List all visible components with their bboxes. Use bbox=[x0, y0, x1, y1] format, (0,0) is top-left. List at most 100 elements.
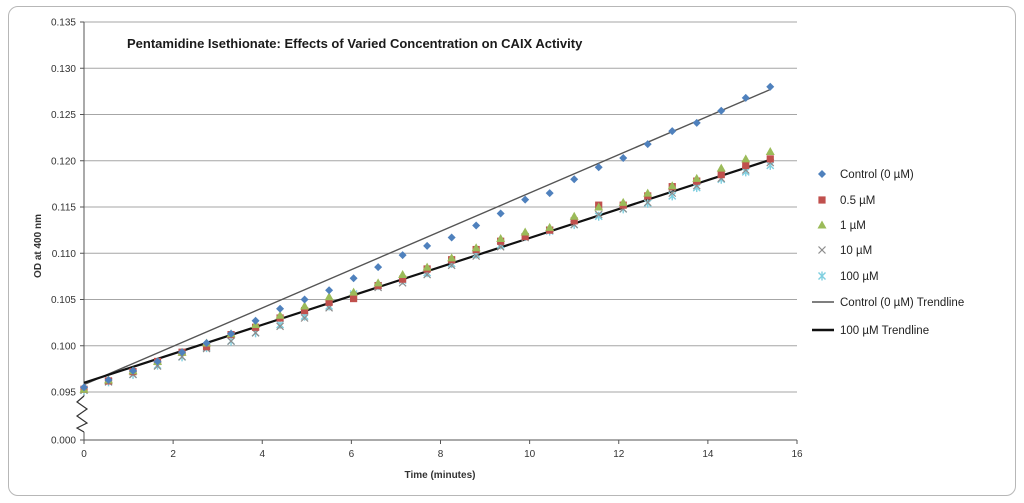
control-trendline bbox=[83, 88, 771, 386]
marker-stroke bbox=[227, 337, 235, 346]
y-tick-label: 0.125 bbox=[51, 110, 76, 121]
data-point-1 bbox=[472, 221, 481, 230]
data-point-1 bbox=[227, 329, 236, 338]
data-point-3 bbox=[349, 287, 359, 296]
data-point-1 bbox=[202, 338, 211, 347]
data-point-3 bbox=[569, 211, 579, 220]
data-point-1 bbox=[643, 140, 652, 149]
legend-label: 100 µM bbox=[840, 271, 879, 283]
data-point-4 bbox=[276, 322, 284, 331]
data-point-3 bbox=[667, 181, 677, 190]
data-point-4 bbox=[472, 252, 481, 260]
marker-stroke bbox=[276, 322, 284, 331]
data-point-3 bbox=[275, 310, 285, 319]
legend-label: 1 µM bbox=[840, 220, 866, 232]
y-tick-label: 0.120 bbox=[51, 156, 76, 167]
data-point-3 bbox=[471, 243, 481, 252]
axis-break-zigzag bbox=[75, 395, 89, 433]
data-point-4 bbox=[668, 189, 677, 198]
data-point-1 bbox=[594, 163, 603, 172]
data-point-1 bbox=[692, 118, 701, 127]
legend-marker-3 bbox=[817, 220, 827, 229]
y-tick-label: 0.000 bbox=[51, 436, 76, 447]
data-point-1 bbox=[276, 304, 285, 313]
data-point-3 bbox=[618, 197, 628, 206]
legend-label: Control (0 µM) Trendline bbox=[840, 297, 964, 309]
data-point-1 bbox=[717, 106, 726, 115]
data-point-4 bbox=[594, 210, 603, 219]
data-point-1 bbox=[178, 348, 187, 357]
data-point-1 bbox=[447, 233, 456, 242]
y-axis-label: OD at 400 nm bbox=[33, 214, 44, 278]
data-point-3 bbox=[692, 173, 702, 182]
data-point-1 bbox=[521, 195, 530, 204]
data-point-3 bbox=[300, 301, 310, 310]
x-tick-label: 8 bbox=[438, 449, 444, 460]
data-point-1 bbox=[80, 383, 88, 392]
legend-label: Control (0 µM) bbox=[840, 169, 914, 181]
data-point-2 bbox=[350, 294, 358, 303]
data-point-1 bbox=[251, 316, 260, 325]
marker-stroke bbox=[643, 198, 652, 207]
y-tick-label: 0.100 bbox=[51, 341, 76, 352]
y-tick-label: 0.135 bbox=[51, 18, 76, 29]
x-tick-label: 16 bbox=[791, 449, 803, 460]
data-point-5 bbox=[643, 198, 652, 208]
legend-label: 10 µM bbox=[840, 245, 872, 257]
data-point-1 bbox=[423, 241, 432, 250]
y-tick-label: 0.095 bbox=[51, 388, 76, 399]
data-point-5 bbox=[594, 211, 603, 221]
data-point-1 bbox=[545, 189, 554, 198]
x-tick-label: 10 bbox=[524, 449, 536, 460]
data-point-4 bbox=[300, 314, 309, 322]
data-point-4 bbox=[227, 337, 235, 346]
legend-marker-1 bbox=[818, 170, 826, 178]
data-point-2 bbox=[717, 171, 725, 179]
data-point-1 bbox=[496, 209, 505, 218]
data-point-1 bbox=[104, 375, 113, 384]
x-tick-label: 6 bbox=[349, 449, 355, 460]
data-point-4 bbox=[643, 198, 652, 207]
data-point-3 bbox=[447, 253, 457, 262]
data-point-1 bbox=[619, 153, 628, 162]
data-point-3 bbox=[716, 163, 726, 172]
data-point-3 bbox=[373, 278, 383, 287]
x-tick-label: 12 bbox=[613, 449, 625, 460]
x-tick-label: 4 bbox=[259, 449, 265, 460]
y-tick-label: 0.115 bbox=[52, 203, 77, 214]
data-point-1 bbox=[374, 263, 383, 272]
data-point-2 bbox=[521, 233, 529, 241]
data-point-1 bbox=[300, 295, 309, 304]
data-point-1 bbox=[570, 175, 579, 184]
data-point-3 bbox=[324, 292, 334, 301]
marker-stroke bbox=[818, 246, 826, 254]
legend-label: 100 µM Trendline bbox=[840, 325, 929, 337]
data-point-3 bbox=[398, 270, 408, 279]
data-point-3 bbox=[422, 262, 432, 271]
marker-stroke bbox=[300, 314, 309, 322]
x-axis-label: Time (minutes) bbox=[405, 470, 476, 481]
data-point-2 bbox=[325, 298, 333, 306]
data-point-2 bbox=[766, 155, 774, 163]
legend-marker-4 bbox=[818, 246, 826, 254]
data-point-2 bbox=[300, 307, 309, 315]
data-point-2 bbox=[742, 161, 750, 169]
data-point-3 bbox=[765, 147, 775, 155]
x-tick-label: 0 bbox=[81, 449, 87, 460]
legend-label: 0.5 µM bbox=[840, 195, 875, 207]
marker-stroke bbox=[668, 189, 677, 198]
data-point-1 bbox=[153, 357, 162, 366]
data-point-3 bbox=[520, 227, 530, 236]
data-point-1 bbox=[766, 82, 775, 91]
data-point-1 bbox=[741, 93, 750, 102]
data-point-3 bbox=[741, 154, 751, 163]
legend-marker-2 bbox=[818, 196, 826, 204]
chart-frame bbox=[8, 6, 1016, 496]
data-point-1 bbox=[325, 286, 334, 295]
data-point-3 bbox=[545, 222, 555, 231]
y-tick-label: 0.110 bbox=[52, 249, 77, 260]
chart-title: Pentamidine Isethionate: Effects of Vari… bbox=[127, 36, 583, 51]
marker-stroke bbox=[472, 252, 481, 260]
data-point-2 bbox=[399, 275, 407, 283]
